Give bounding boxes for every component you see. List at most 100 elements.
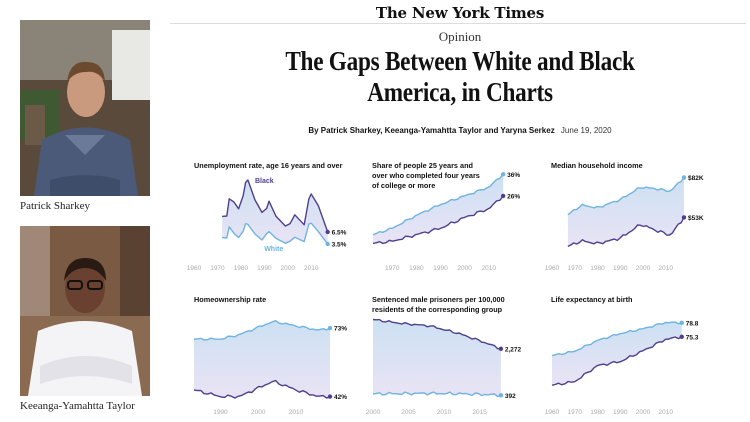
x-tick-label: 1960 [545, 265, 560, 272]
gap-area [552, 322, 682, 386]
x-tick-label: 2015 [472, 409, 487, 416]
end-label-top: 78.8 [686, 320, 699, 327]
chart-5: 78.8 75.3 1960 1970 1980 1990 2000 2010 [545, 320, 699, 416]
end-point-top [325, 229, 330, 235]
x-tick-label: 1980 [590, 265, 605, 272]
end-label-bottom: 26% [507, 193, 520, 200]
x-tick-label: 2005 [401, 409, 416, 416]
chart-title-prisoners: Sentenced male prisoners per 100,000 res… [372, 295, 505, 314]
byline-date: June 19, 2020 [560, 126, 612, 135]
gap-area [194, 320, 330, 399]
series-line-black [193, 379, 331, 399]
end-label-top: 36% [507, 172, 520, 179]
end-label-bottom: 3.5% [332, 242, 347, 249]
x-tick-label: 2000 [281, 265, 296, 272]
series-line-white [567, 177, 685, 216]
x-tick-label: 1990 [257, 265, 272, 272]
end-point-top [681, 175, 687, 180]
series-line-white [222, 222, 329, 245]
author-name-taylor: Keeanga-Yamahtta Taylor [20, 400, 135, 412]
chart-0: 6.5% 3.5% Black White 1960 1970 1980 1990 2000 20… [187, 178, 347, 272]
x-tick-label: 2000 [457, 265, 472, 272]
chart-title-homeownership: Homeownership rate [194, 295, 267, 304]
x-tick-label: 2010 [304, 265, 319, 272]
byline: By Patrick Sharkey, Keeanga-Yamahtta Tay… [170, 126, 750, 135]
x-tick-label: 1990 [213, 409, 228, 416]
byline-authors[interactable]: By Patrick Sharkey, Keeanga-Yamahtta Tay… [308, 126, 555, 135]
series-line-black [372, 195, 504, 245]
x-tick-label: 1960 [545, 409, 560, 416]
series-line-black [372, 318, 501, 350]
end-point-bottom [327, 394, 333, 399]
x-tick-label: 2010 [659, 265, 674, 272]
chart-title-income: Median household income [551, 161, 643, 170]
chart-2: $82K $53K 1960 1970 1980 1990 2000 2010 [545, 175, 704, 272]
end-point-top [679, 320, 684, 325]
end-point-top [500, 172, 506, 177]
author-photo-taylor [20, 226, 150, 396]
chart-title-unemployment: Unemployment rate, age 16 years and over [194, 161, 343, 170]
x-tick-label: 1970 [568, 265, 583, 272]
series-line-black [222, 179, 329, 233]
end-label-top: 6.5% [332, 230, 347, 237]
headline: The Gaps Between White and Black America… [219, 46, 701, 108]
author-photo-sharkey [20, 20, 150, 196]
series-label-white: White [264, 246, 283, 253]
series-line-white [372, 391, 502, 398]
x-tick-label: 1980 [590, 409, 605, 416]
series-line-black [551, 336, 683, 386]
series-line-white [193, 320, 331, 341]
x-tick-label: 2010 [289, 409, 304, 416]
x-tick-label: 2000 [636, 265, 651, 272]
x-tick-label: 2000 [251, 409, 266, 416]
chart-3: 73% 42% 1990 2000 2010 [193, 320, 347, 416]
x-tick-label: 2000 [636, 409, 651, 416]
end-label-bottom: 75.3 [686, 334, 699, 341]
x-tick-label: 1990 [433, 265, 448, 272]
gap-area [373, 319, 501, 397]
x-tick-label: 1970 [568, 409, 583, 416]
x-tick-label: 1990 [613, 409, 628, 416]
end-point-bottom [679, 334, 684, 339]
chart-title-college: Share of people 25 years and over who co… [372, 161, 480, 190]
end-point-bottom [498, 393, 504, 398]
x-tick-label: 1980 [409, 265, 424, 272]
chart-1: 36% 26% 1970 1980 1990 2000 2010 [372, 172, 520, 272]
x-tick-label: 1970 [210, 265, 225, 272]
section-label[interactable]: Opinion [438, 29, 482, 44]
end-label-top: 73% [334, 326, 347, 333]
end-point-top [327, 325, 333, 331]
end-point-top [498, 346, 504, 352]
end-point-bottom [325, 241, 330, 247]
x-tick-label: 1960 [187, 265, 202, 272]
headline-line-2: America, in Charts [367, 77, 553, 107]
series-line-white [372, 173, 504, 236]
x-tick-label: 2000 [366, 409, 381, 416]
end-point-bottom [500, 193, 506, 199]
end-label-top: $82K [688, 175, 704, 182]
author-name-sharkey: Patrick Sharkey [20, 200, 90, 212]
series-line-black [567, 217, 685, 248]
chart-4: 2,272 392 2000 2005 2010 2015 [366, 318, 522, 416]
masthead-logo[interactable]: The New York Times [375, 4, 545, 22]
x-tick-label: 2010 [481, 265, 496, 272]
end-label-bottom: 42% [334, 394, 347, 401]
masthead-divider [170, 23, 746, 24]
x-tick-label: 1990 [613, 265, 628, 272]
gap-area [222, 180, 328, 244]
x-tick-label: 2010 [659, 409, 674, 416]
x-tick-label: 1970 [385, 265, 400, 272]
end-label-top: 2,272 [505, 346, 522, 353]
x-tick-label: 1980 [234, 265, 249, 272]
chart-title-life-expectancy: Life expectancy at birth [551, 295, 633, 304]
series-label-black: Black [255, 178, 274, 185]
x-tick-label: 2010 [437, 409, 452, 416]
end-label-bottom: $53K [688, 215, 704, 222]
end-label-bottom: 392 [505, 393, 516, 400]
headline-line-1: The Gaps Between White and Black [285, 46, 635, 76]
gap-area [373, 174, 504, 244]
end-point-bottom [681, 215, 687, 220]
series-line-white [551, 321, 682, 357]
gap-area [567, 177, 684, 247]
